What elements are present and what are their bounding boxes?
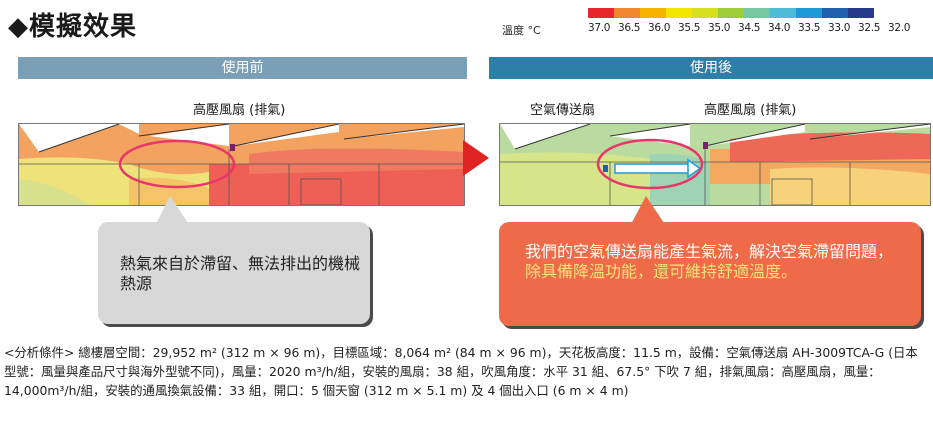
after-exhaust-fan-label: 高壓風扇 (排氣) xyxy=(704,103,797,118)
legend-value: 32.5 xyxy=(858,22,881,34)
legend-value: 36.0 xyxy=(648,22,671,34)
legend-swatch xyxy=(640,8,666,18)
legend-swatch xyxy=(822,8,848,18)
legend-value: 36.5 xyxy=(618,22,641,34)
before-callout-text: 熱氣來自於滯留、無法排出的機械熱源 xyxy=(120,254,361,293)
legend-swatch xyxy=(692,8,718,18)
analysis-conditions: <分析條件> 總樓層空間：29,952 m² (312 m × 96 m)，目標… xyxy=(4,345,918,398)
after-air-circulator-label: 空氣傳送扇 xyxy=(530,103,596,118)
legend-swatch xyxy=(614,8,640,18)
legend-swatch xyxy=(848,8,874,18)
legend-value: 33.5 xyxy=(798,22,821,34)
legend-value: 34.0 xyxy=(768,22,791,34)
before-after-arrow-icon xyxy=(463,140,489,176)
legend-label: 溫度 °C xyxy=(502,24,541,37)
legend-swatch xyxy=(744,8,770,18)
before-header: 使用前 xyxy=(18,57,467,79)
after-simulation-image xyxy=(499,123,931,206)
legend-value: 33.0 xyxy=(828,22,851,34)
legend-swatch xyxy=(666,8,692,18)
temperature-color-scale xyxy=(588,8,874,18)
before-callout: 熱氣來自於滯留、無法排出的機械熱源 xyxy=(98,222,370,324)
legend-value: 35.5 xyxy=(678,22,701,34)
legend-swatch xyxy=(718,8,744,18)
legend-value: 34.5 xyxy=(738,22,761,34)
before-simulation-image xyxy=(18,123,465,206)
legend-value: 35.0 xyxy=(708,22,731,34)
after-header: 使用後 xyxy=(489,57,933,79)
before-callout-pointer xyxy=(155,196,190,226)
page-title: ◆模擬效果 xyxy=(8,12,137,42)
after-callout: 我們的空氣傳送扇能產生氣流，解決空氣滯留問題，除具備降溫功能，還可維持舒適溫度。 xyxy=(499,222,921,326)
before-exhaust-fan-label: 高壓風扇 (排氣) xyxy=(193,103,286,118)
after-callout-text-main: 我們的空氣傳送扇能產生氣流，解決空氣滯留問題， xyxy=(525,242,894,261)
after-callout-text: 我們的空氣傳送扇能產生氣流，解決空氣滯留問題，除具備降溫功能，還可維持舒適溫度。 xyxy=(525,242,905,282)
legend-swatch xyxy=(770,8,796,18)
legend-swatch xyxy=(588,8,614,18)
temperature-scale-values: 37.0 36.5 36.0 35.5 35.0 34.5 34.0 33.5 33.0 32.5… xyxy=(588,22,918,34)
legend-value: 37.0 xyxy=(588,22,611,34)
legend-value: 32.0 xyxy=(888,22,911,34)
legend-swatch xyxy=(796,8,822,18)
after-callout-pointer xyxy=(630,196,666,226)
after-callout-text-highlight: 除具備降溫功能，還可維持舒適溫度。 xyxy=(525,262,798,281)
